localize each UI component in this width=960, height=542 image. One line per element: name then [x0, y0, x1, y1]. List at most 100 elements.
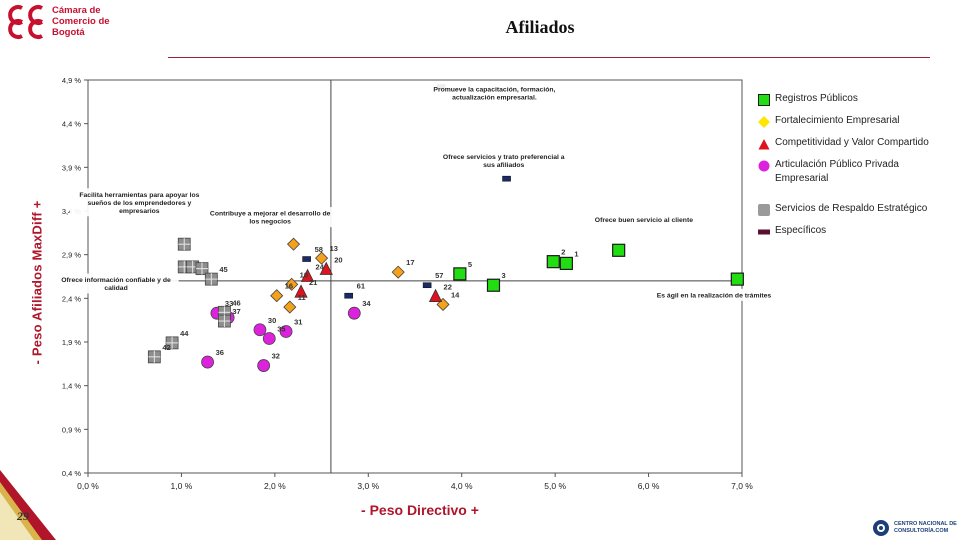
fortalecimiento-point — [315, 251, 329, 265]
registros-point — [486, 278, 501, 292]
page-corner-decoration — [0, 470, 56, 540]
point-id-label: 24 — [316, 263, 325, 272]
legend-item-competitividad: Competitividad y Valor Compartido — [758, 136, 953, 158]
chart-legend: Registros Públicos Fortalecimiento Empre… — [758, 92, 953, 246]
articulacion-point — [347, 306, 361, 320]
y-tick-label: 2,9 % — [62, 251, 82, 260]
annotation: Es ágil en la realización de trámites — [644, 288, 784, 301]
annotation-background — [69, 188, 210, 217]
point-id-label: 3 — [501, 271, 505, 280]
annotation-text: Ofrece buen servicio al cliente — [595, 217, 693, 224]
title-rule — [168, 57, 930, 58]
legend-label: Registros Públicos — [775, 93, 858, 104]
page-title: Afiliados — [505, 17, 575, 37]
legend-item-articulacion: Articulación Público Privada Empresarial — [758, 158, 953, 202]
annotation-text: Ofrece servicios y trato preferencial a — [443, 154, 565, 161]
point-id-label: 11 — [298, 293, 306, 302]
annotation: Ofrece buen servicio al cliente — [584, 213, 703, 226]
point-id-label: 2 — [561, 248, 565, 257]
fortalecimiento-point — [270, 289, 284, 303]
point-id-label: 36 — [216, 348, 224, 357]
annotation-text: los negocios — [249, 219, 291, 226]
annotation-text: calidad — [104, 285, 127, 292]
articulacion-point — [253, 323, 267, 337]
point-id-label: 21 — [309, 278, 317, 287]
point-id-label: 58 — [315, 245, 323, 254]
point-id-label: 1 — [574, 249, 578, 258]
annotation-background — [200, 207, 340, 228]
plot-area — [87, 79, 743, 474]
servicios-point — [218, 314, 231, 328]
point-id-label: 44 — [180, 329, 189, 338]
annotation-text: sueños de los emprendedores y — [87, 200, 191, 207]
point-id-label: 10 — [300, 270, 308, 279]
legend-item-servicios: Servicios de Respaldo Estratégico — [758, 202, 953, 224]
point-id-label: 42 — [162, 343, 170, 352]
page-number: 29 — [17, 509, 29, 523]
x-tick-label: 2,0 % — [264, 481, 286, 491]
point-id-label: 32 — [272, 352, 280, 361]
legend-item-registros: Registros Públicos — [758, 92, 953, 114]
fortalecimiento-point — [285, 277, 299, 291]
legend-label: Servicios de Respaldo Estratégico — [775, 203, 928, 214]
point-id-label: 33 — [225, 299, 233, 308]
org-logo: Cámara de Comercio de Bogotá — [6, 4, 156, 44]
legend-label: Específicos — [775, 225, 827, 236]
competitividad-point — [294, 284, 308, 298]
legend-label: Articulación Público Privada Empresarial — [775, 159, 899, 184]
y-tick-label: 4,4 % — [62, 120, 82, 129]
point-id-label: 16 — [285, 282, 293, 291]
x-tick-label: 0,0 % — [77, 481, 99, 491]
legend-triangle-icon — [758, 139, 770, 150]
point-id-label: 45 — [219, 265, 227, 274]
annotation-text: Ofrece información confiable y de — [61, 277, 171, 284]
annotation: Facilita herramientas para apoyar lossue… — [69, 188, 210, 217]
servicios-point — [147, 350, 161, 364]
annotation: Ofrece servicios y trato preferencial as… — [430, 150, 577, 171]
annotation-background — [53, 273, 179, 294]
especificos-point — [344, 292, 353, 299]
fortalecimiento-point — [283, 300, 297, 314]
annotation-background — [426, 83, 563, 104]
competitividad-point — [319, 261, 333, 275]
point-id-label: 61 — [357, 282, 365, 291]
registros-point — [730, 272, 744, 286]
y-tick-label: 0,4 % — [62, 469, 82, 478]
legend-rect-icon — [758, 229, 770, 235]
point-id-label: 5 — [468, 260, 472, 269]
footer-logo-text: CENTRO NACIONAL DE CONSULTORÍA.COM — [894, 521, 957, 534]
fortalecimiento-point — [286, 237, 301, 251]
annotation-text: actualización empresarial. — [452, 95, 537, 102]
legend-gray-square-icon — [758, 204, 770, 216]
point-id-label: 34 — [362, 299, 371, 308]
org-logo-text: Cámara de Comercio de Bogotá — [52, 5, 110, 38]
x-tick-label: 4,0 % — [451, 481, 473, 491]
especificos-point — [422, 282, 432, 289]
point-id-label: 57 — [435, 271, 443, 280]
x-tick-label: 7,0 % — [731, 481, 753, 491]
registros-point — [612, 243, 626, 257]
servicios-point — [177, 237, 191, 251]
legend-item-fortalecimiento: Fortalecimiento Empresarial — [758, 114, 953, 136]
articulacion-point — [262, 332, 276, 345]
especificos-point — [302, 256, 311, 262]
annotation-text: empresarios — [119, 208, 160, 215]
annotation-text: Contribuye a mejorar el desarrollo de — [210, 211, 331, 218]
point-id-label: 17 — [406, 258, 414, 267]
articulacion-point — [257, 359, 271, 372]
point-id-label: 30 — [268, 316, 276, 325]
servicios-point — [195, 262, 209, 276]
annotation: Promueve la capacitación, formación,actu… — [426, 83, 563, 104]
footer-logo — [872, 519, 958, 539]
y-tick-label: 4,9 % — [62, 76, 82, 85]
point-id-label: 14 — [451, 290, 460, 299]
footer-logo-badge-icon — [873, 520, 889, 536]
servicios-point — [165, 336, 179, 350]
annotation-text: sus afiliados — [483, 162, 524, 169]
especificos-point — [502, 175, 511, 182]
competitividad-point — [300, 268, 315, 282]
y-tick-label: 1,4 % — [62, 382, 82, 391]
point-id-label: 35 — [277, 325, 285, 334]
annotation: Contribuye a mejorar el desarrollo delos… — [200, 207, 340, 228]
